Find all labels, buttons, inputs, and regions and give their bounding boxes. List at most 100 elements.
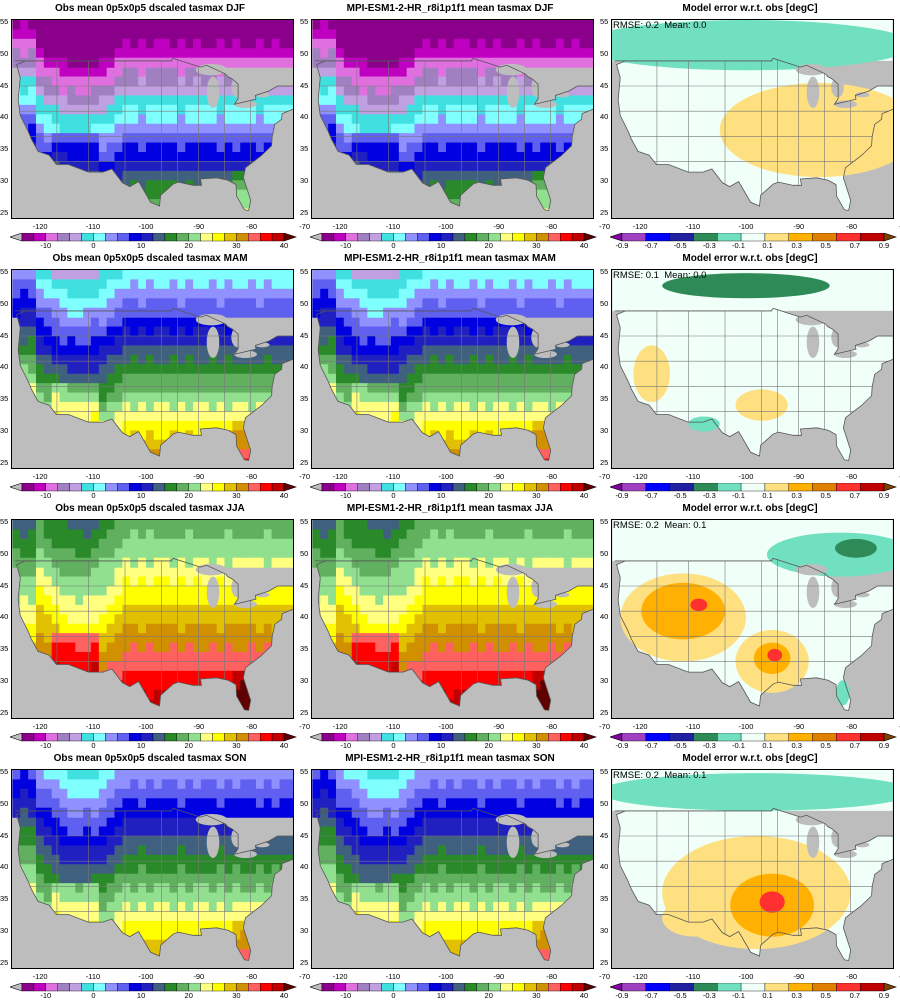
colorbar-swatch [645, 733, 670, 742]
colorbar-tick-label: -0.5 [673, 491, 687, 500]
colorbar [10, 233, 297, 242]
lat-tick-label: 45 [600, 580, 609, 590]
colorbar-tick-label: 0.9 [878, 491, 890, 500]
great-lake [206, 326, 220, 358]
lat-tick-label: 45 [600, 830, 609, 840]
lat-tick-label: 40 [300, 112, 309, 122]
colorbar-swatch [740, 983, 766, 992]
great-lake [506, 326, 520, 358]
panel-title: Obs mean 0p5x0p5 dscaled tasmax DJF [54, 3, 246, 14]
lon-tick-label: -110 [85, 222, 101, 231]
colorbar-swatch [128, 233, 142, 242]
colorbar-swatch [212, 983, 225, 992]
lat-tick-label: 30 [600, 675, 609, 685]
colorbar-swatch [45, 733, 58, 742]
colorbar-swatch [93, 983, 106, 992]
lon-tick-label: -120 [32, 472, 48, 481]
colorbar-swatch [764, 983, 789, 992]
colorbar-tick-label: 0.3 [791, 991, 802, 1000]
panel-title: Obs mean 0p5x0p5 dscaled tasmax MAM [52, 253, 248, 264]
lon-tick-label: -80 [846, 222, 858, 231]
colorbar-min-arrow [10, 733, 23, 742]
colorbar-swatch [93, 483, 106, 492]
colorbar-swatch [524, 733, 537, 742]
lon-tick-label: -70 [599, 472, 610, 481]
error-region [612, 20, 893, 71]
great-lake [806, 576, 820, 608]
colorbar-tick-label: -0.7 [644, 991, 658, 1000]
coastline [16, 807, 293, 961]
panel-title: Obs mean 0p5x0p5 dscaled tasmax SON [53, 753, 247, 764]
lon-tick-label: -100 [138, 222, 154, 231]
lat-tick-label: 45 [600, 80, 609, 90]
lat-tick-label: 25 [0, 957, 9, 967]
panel-title: Model error w.r.t. obs [degC] [682, 3, 818, 14]
colorbar-swatch [859, 733, 885, 742]
colorbar [10, 733, 297, 742]
colorbar-min-arrow [610, 483, 623, 492]
colorbar-swatch [33, 233, 47, 242]
colorbar-swatch [45, 983, 58, 992]
colorbar-swatch [224, 233, 237, 242]
map-svg [12, 770, 293, 961]
colorbar-swatch [176, 983, 189, 992]
colorbar-tick-label: 20 [184, 491, 193, 500]
great-lake [506, 76, 520, 109]
lat-tick-label: 35 [300, 394, 309, 404]
colorbar-swatch [393, 733, 406, 742]
colorbar-swatch [271, 483, 285, 492]
colorbar-swatch [164, 983, 178, 992]
colorbar-swatch [548, 733, 561, 742]
colorbar-swatch [33, 983, 47, 992]
colorbar-swatch [740, 733, 766, 742]
panel-title: MPI-ESM1-2-HR_r8i1p1f1 mean tasmax DJF [346, 3, 554, 14]
colorbar-swatch [57, 483, 70, 492]
colorbar-swatch [57, 733, 70, 742]
colorbar-tick-label: 0.7 [849, 491, 861, 500]
colorbar-min-arrow [10, 233, 23, 242]
colorbar-tick-label: 0 [91, 491, 96, 500]
lon-tick-label: -80 [246, 972, 258, 981]
colorbar-swatch [259, 733, 273, 742]
lon-tick-label: -80 [246, 472, 258, 481]
colorbar-swatch [381, 233, 394, 242]
colorbar-tick-label: 0.5 [820, 491, 831, 500]
colorbar-swatch [224, 983, 237, 992]
lon-tick-label: -100 [438, 722, 454, 731]
lat-tick-label: 55 [0, 17, 9, 27]
lat-tick-label: 40 [0, 112, 9, 122]
colorbar-swatch [764, 233, 789, 242]
lon-tick-label: -90 [793, 472, 805, 481]
colorbar-swatch [452, 733, 466, 742]
lon-tick-label: -90 [793, 972, 805, 981]
colorbar-tick-label: -0.9 [615, 241, 629, 250]
colorbar-tick-label: -10 [340, 741, 352, 750]
colorbar-tick-label: -0.3 [702, 491, 716, 500]
colorbar-tick-label: -0.1 [731, 491, 745, 500]
colorbar-swatch [440, 733, 454, 742]
colorbar-swatch [536, 483, 549, 492]
colorbar-min-arrow [310, 733, 323, 742]
colorbar-tick-label: -10 [340, 991, 352, 1000]
panel-model-djf: MPI-ESM1-2-HR_r8i1p1f1 mean tasmax DJF 55… [300, 0, 610, 250]
rmse-mean-label: RMSE: 0.2 Mean: 0.1 [613, 520, 707, 531]
map-frame [11, 19, 294, 219]
colorbar-tick-label: 0 [91, 991, 96, 1000]
colorbar-swatch [512, 483, 525, 492]
colorbar-swatch [69, 983, 82, 992]
colorbar-tick-label: 10 [436, 491, 446, 500]
lon-tick-label: -70 [299, 722, 310, 731]
colorbar-tick-label: 10 [436, 741, 446, 750]
colorbar-swatch [571, 483, 585, 492]
great-lake [231, 77, 244, 98]
colorbar-swatch [452, 233, 466, 242]
lon-tick-label: -100 [138, 472, 154, 481]
colorbar-swatch [176, 233, 189, 242]
colorbar [610, 483, 897, 492]
colorbar [10, 483, 297, 492]
colorbar-swatch [428, 983, 442, 992]
colorbar-swatch [212, 733, 225, 742]
coastline [16, 307, 293, 461]
colorbar-swatch [559, 233, 573, 242]
colorbar-tick-label: 30 [232, 741, 241, 750]
